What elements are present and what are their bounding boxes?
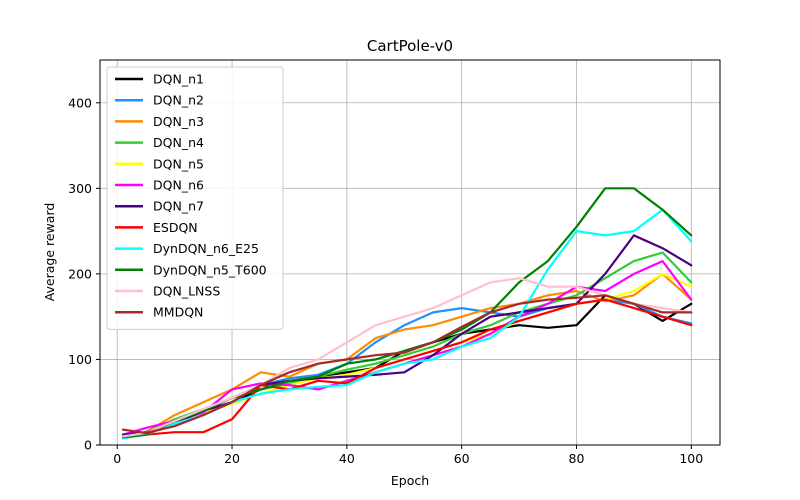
x-tick-label: 40 xyxy=(339,451,355,466)
legend-entry: DynDQN_n6_E25 xyxy=(153,241,259,256)
legend: DQN_n1 DQN_n2 DQN_n3 DQN_n4 DQN_n5 DQN_n6 DQN_… xyxy=(106,66,284,330)
series-line-dqn-n7 xyxy=(121,234,693,436)
x-tick-label: 80 xyxy=(569,451,585,466)
legend-entry: DQN_n2 xyxy=(153,93,204,108)
legend-entry: MMDQN xyxy=(153,305,203,320)
x-tick-label: 60 xyxy=(454,451,470,466)
axis-ticks: 0 20 40 60 80 100 0 100 200 300 400 xyxy=(68,95,703,466)
legend-entry: DQN_n4 xyxy=(153,135,204,150)
legend-entry: DQN_LNSS xyxy=(153,284,220,299)
series-line-mmdqn xyxy=(121,294,693,435)
y-tick-label: 0 xyxy=(84,438,92,453)
legend-box xyxy=(106,66,284,330)
legend-entry: DQN_n6 xyxy=(153,178,204,193)
x-axis-label: Epoch xyxy=(391,473,429,488)
y-tick-label: 300 xyxy=(68,181,92,196)
plot-frame xyxy=(99,59,721,446)
chart-title: CartPole-v0 xyxy=(367,37,453,55)
legend-entry: DQN_n7 xyxy=(153,199,204,214)
legend-entry: DQN_n5 xyxy=(153,156,204,171)
y-tick-label: 400 xyxy=(68,95,92,110)
x-tick-label: 0 xyxy=(113,451,121,466)
y-tick-label: 200 xyxy=(68,266,92,281)
y-axis-label: Average reward xyxy=(42,203,57,302)
x-tick-label: 20 xyxy=(224,451,240,466)
series-line-esdqn xyxy=(121,298,693,439)
legend-entry: DynDQN_n5_T600 xyxy=(153,262,267,277)
legend-entry: DQN_n3 xyxy=(153,114,204,129)
y-tick-label: 100 xyxy=(68,352,92,367)
x-tick-label: 100 xyxy=(679,451,703,466)
series-lines xyxy=(121,187,693,440)
legend-entry: ESDQN xyxy=(153,220,198,235)
legend-entry: DQN_n1 xyxy=(153,72,204,87)
series-line-dqn-n3 xyxy=(121,272,693,438)
series-line-dqn-lnss xyxy=(121,277,693,438)
